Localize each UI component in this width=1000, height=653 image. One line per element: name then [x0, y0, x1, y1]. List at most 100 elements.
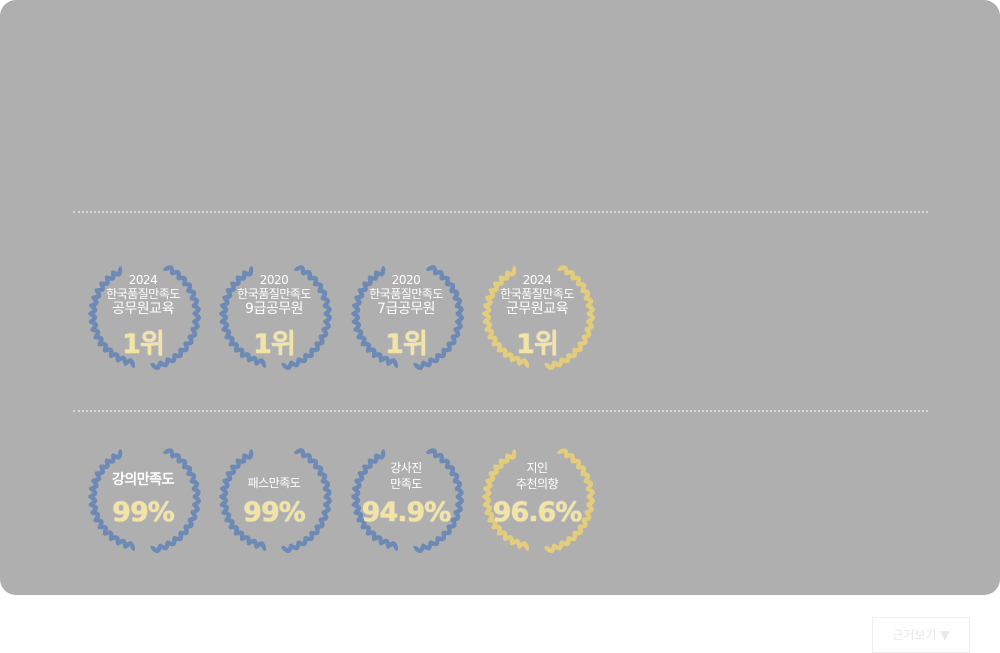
laurel-leaf: [374, 453, 379, 464]
laurel-leaf: [281, 545, 290, 553]
laurel-leaf: [380, 449, 386, 460]
laurel-leaf: [254, 541, 263, 549]
laurel-wreath-icon: [88, 448, 201, 553]
award-category: 7급공무원: [377, 301, 435, 317]
laurel-leaf: [484, 510, 495, 516]
laurel-leaf: [190, 510, 198, 519]
laurel-leaf: [365, 347, 376, 353]
laurel-leaf: [233, 347, 244, 353]
more-button[interactable]: 근거보기 ▼: [872, 617, 970, 653]
laurel-leaf: [117, 449, 123, 460]
laurel-leaf: [351, 320, 361, 326]
laurel-leaf: [426, 265, 436, 272]
laurel-leaf: [354, 295, 362, 304]
award-year: 2024: [128, 273, 158, 287]
laurel-leaf: [380, 266, 386, 277]
laurel-leaf: [93, 335, 104, 340]
laurel-leaf: [352, 303, 361, 312]
award-title: 한국품질만족도: [106, 287, 180, 301]
laurel-leaf: [586, 319, 594, 328]
laurel-leaf: [353, 510, 364, 516]
satisfaction-value: 99%: [112, 497, 175, 528]
satisfaction-label: 강의만족도: [112, 472, 174, 488]
laurel-leaf: [351, 494, 361, 502]
laurel-leaf: [484, 327, 495, 333]
laurel-leaf: [222, 478, 230, 487]
laurel-wreath-icon: [219, 448, 332, 553]
laurel-leaf: [557, 448, 567, 455]
laurel-leaf: [294, 265, 304, 272]
laurel-leaf: [235, 275, 241, 286]
laurel-leaf: [88, 503, 98, 509]
laurel-leaf: [94, 288, 102, 298]
laurel-leaf: [353, 327, 364, 333]
laurel-leaf: [323, 319, 331, 328]
laurel-leaf: [502, 535, 513, 541]
laurel-leaf: [455, 502, 463, 511]
laurel-leaf: [482, 503, 492, 509]
laurel-leaf: [150, 362, 159, 370]
laurel-leaf: [491, 341, 502, 347]
laurel-leaf: [246, 355, 256, 363]
laurel-leaf: [91, 478, 99, 487]
laurel-leaf: [351, 503, 361, 509]
laurel-leaf: [371, 352, 382, 358]
laurel-leaf: [509, 538, 519, 546]
laurel-leaf: [192, 319, 200, 328]
laurel-leaf: [362, 464, 368, 474]
laurel-leaf: [488, 471, 496, 481]
ranking-award: 2024 한국품질만족도 군무원교육 1위: [472, 260, 602, 370]
laurel-leaf: [453, 327, 461, 336]
satisfaction-value: 94.9%: [361, 497, 452, 528]
laurel-wreath-icon: [351, 448, 464, 553]
laurel-leaf: [483, 303, 492, 312]
laurel-leaf: [230, 281, 236, 291]
laurel-leaf: [413, 545, 422, 553]
laurel-leaf: [493, 281, 499, 291]
award-rank: 1위: [516, 329, 559, 360]
laurel-leaf: [356, 518, 367, 523]
laurel-wreath-icon: [88, 265, 201, 370]
laurel-leaf: [294, 448, 304, 455]
laurel-leaf: [586, 502, 594, 511]
satisfaction-award: 지인 추천의향 96.6%: [472, 443, 602, 553]
laurel-leaf: [246, 538, 256, 546]
laurel-leaf: [220, 303, 229, 312]
laurel-leaf: [224, 518, 235, 523]
laurel-leaf: [123, 358, 132, 366]
laurel-leaf: [230, 464, 236, 474]
laurel-leaf: [111, 270, 116, 281]
triangle-down-icon: ▼: [940, 628, 950, 642]
satisfaction-label: 패스만족도: [247, 476, 301, 490]
laurel-leaf: [450, 334, 457, 344]
award-category: 군무원교육: [506, 301, 568, 317]
award-category: 공무원교육: [112, 301, 174, 317]
laurel-leaf: [224, 335, 235, 340]
award-year: 2020: [391, 273, 421, 287]
laurel-leaf: [219, 494, 229, 502]
satisfaction-label: 강사진: [390, 461, 422, 475]
laurel-leaf: [219, 503, 229, 509]
laurel-leaf: [115, 355, 125, 363]
award-year: 2020: [259, 273, 289, 287]
laurel-leaf: [108, 352, 119, 358]
laurel-leaf: [544, 545, 553, 553]
satisfaction-award: 강사진 만족도 94.9%: [341, 443, 471, 553]
laurel-leaf: [88, 494, 98, 502]
laurel-leaf: [491, 524, 502, 530]
laurel-leaf: [89, 486, 98, 495]
laurel-leaf: [581, 334, 588, 344]
laurel-leaf: [487, 518, 498, 523]
laurel-leaf: [453, 510, 461, 519]
laurel-leaf: [584, 327, 592, 336]
laurel-leaf: [104, 275, 110, 286]
laurel-leaf: [378, 355, 388, 363]
satisfaction-value: 99%: [243, 497, 306, 528]
laurel-leaf: [90, 510, 101, 516]
laurel-leaf: [228, 341, 239, 347]
satisfaction-label: 지인: [526, 461, 548, 475]
laurel-leaf: [511, 449, 517, 460]
award-rank: 1위: [385, 329, 428, 360]
laurel-leaf: [248, 266, 254, 277]
laurel-leaf: [219, 320, 229, 326]
